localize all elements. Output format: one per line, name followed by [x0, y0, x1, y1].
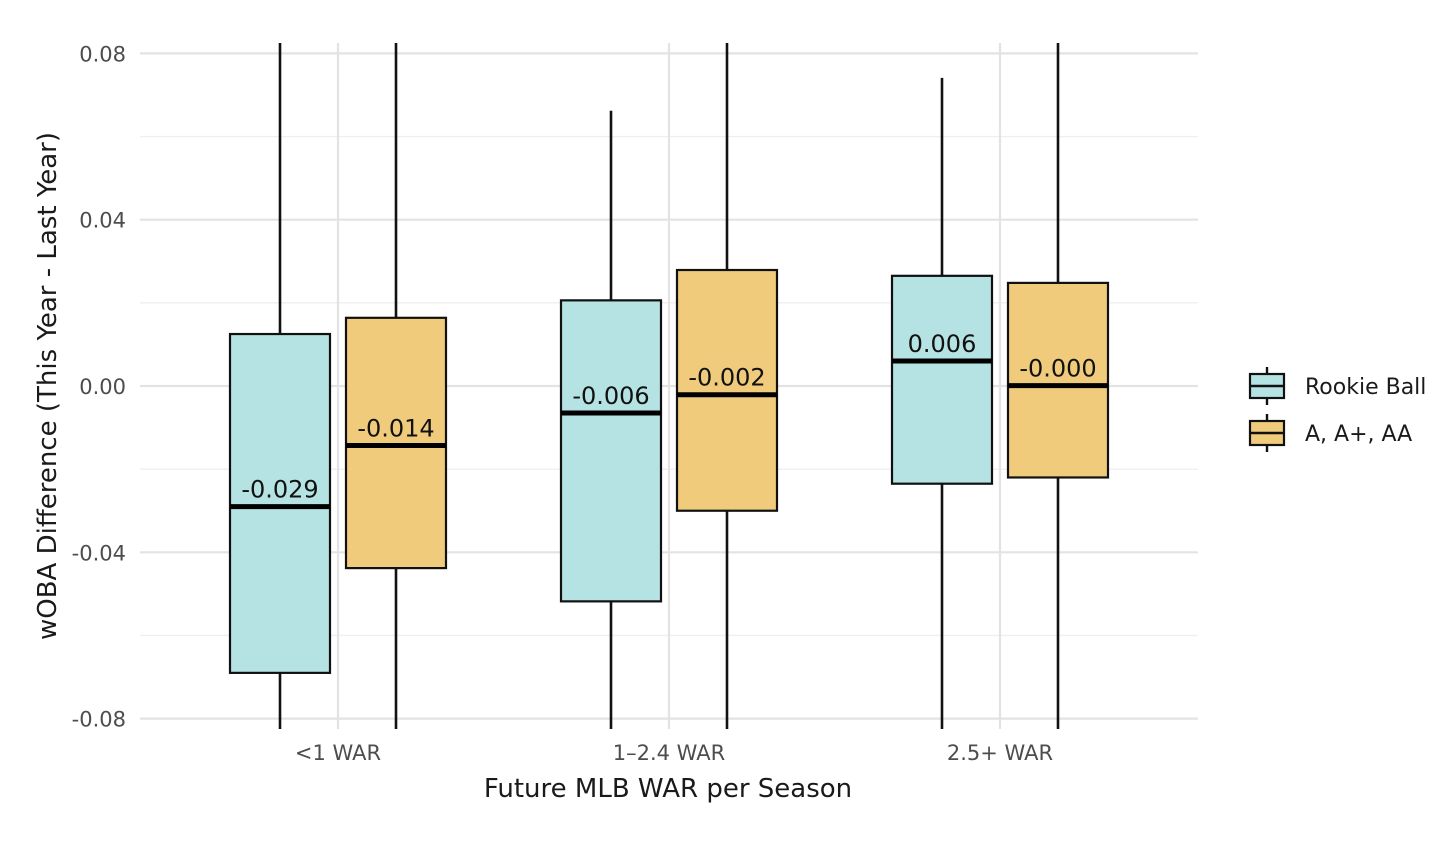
median-label: -0.029	[241, 476, 318, 504]
y-tick-label: 0.08	[79, 42, 126, 66]
legend-item: Rookie Ball	[1248, 367, 1426, 405]
y-axis: -0.08 -0.04 0.00 0.04 0.08	[72, 42, 126, 731]
y-tick-label: 0.00	[79, 375, 126, 399]
median-label: -0.002	[688, 364, 765, 392]
box-groups: -0.029 -0.006 0.006 -0.014 -0.002 -0.000	[228, 43, 1110, 729]
box-body	[1006, 281, 1110, 479]
x-axis: <1 WAR 1–2.4 WAR 2.5+ WAR	[295, 741, 1053, 765]
box-body	[559, 299, 663, 603]
legend-label: A, A+, AA	[1305, 422, 1412, 447]
median-label: -0.006	[572, 382, 649, 410]
y-tick-label: -0.04	[72, 541, 126, 565]
box-body	[228, 332, 332, 674]
y-axis-title: wOBA Difference (This Year - Last Year)	[33, 132, 63, 640]
box-0-0: -0.029	[228, 43, 332, 729]
box-body	[890, 274, 994, 485]
x-tick-label: 1–2.4 WAR	[613, 741, 726, 765]
legend-item: A, A+, AA	[1248, 414, 1412, 452]
y-tick-label: -0.08	[72, 708, 126, 732]
x-tick-label: 2.5+ WAR	[947, 741, 1053, 765]
box-2-0: 0.006	[890, 77, 994, 729]
median-label: -0.014	[357, 414, 434, 442]
box-1-1: -0.002	[675, 43, 779, 729]
box-1-0: -0.006	[559, 110, 663, 729]
box-body	[675, 268, 779, 512]
box-2-1: -0.000	[1006, 43, 1110, 729]
x-axis-title: Future MLB WAR per Season	[484, 774, 852, 804]
box-0-1: -0.014	[344, 43, 448, 729]
legend-label: Rookie Ball	[1305, 375, 1426, 400]
x-tick-label: <1 WAR	[295, 741, 381, 765]
median-label: -0.000	[1019, 355, 1096, 383]
legend: Rookie Ball A, A+, AA	[1248, 367, 1426, 452]
y-tick-label: 0.04	[79, 209, 126, 233]
median-label: 0.006	[908, 330, 977, 358]
